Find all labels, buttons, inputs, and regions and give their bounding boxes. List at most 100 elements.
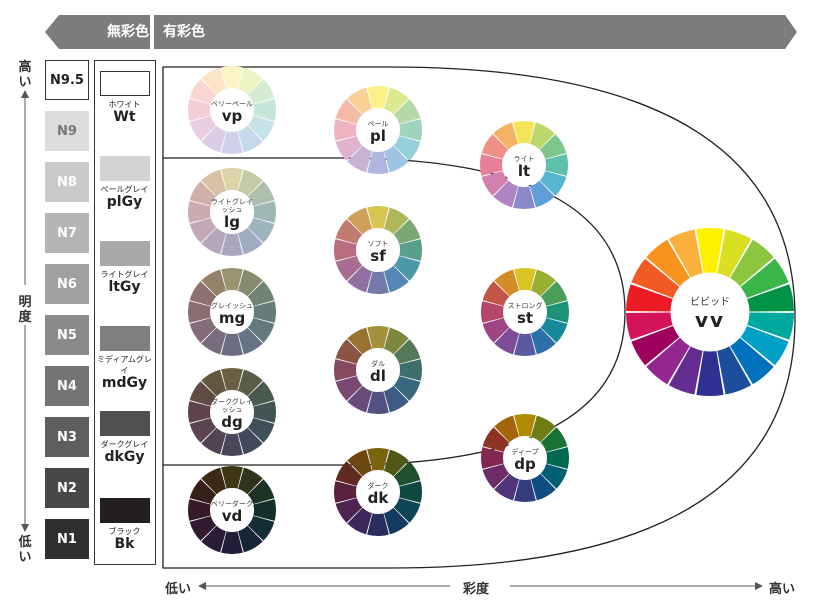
hue-segment: [480, 154, 503, 176]
hue-segment: [237, 125, 263, 153]
neutral-swatch-n7: N7: [45, 213, 89, 253]
hue-segment: [481, 170, 509, 196]
hue-segment: [546, 301, 569, 323]
hue-segment: [482, 463, 510, 489]
tone-wheel-dp: [481, 414, 569, 503]
hue-segment: [347, 145, 373, 173]
achromatic-tone-code: Bk: [114, 536, 135, 552]
hue-segment: [253, 301, 276, 323]
hue-segment: [201, 67, 227, 95]
hue-segment: [481, 134, 509, 160]
hue-segment: [383, 207, 409, 235]
banner-arrow-shape: [45, 15, 797, 49]
hue-segment: [513, 186, 535, 209]
hue-segment: [367, 391, 389, 414]
hue-segment: [740, 258, 789, 299]
achromatic-tones-panel: ホワイト Wt ペールグレイ plGy ライトグレイ ltGy ミディアムグレイ…: [94, 60, 156, 565]
hue-segment: [201, 427, 227, 455]
hue-segment: [347, 507, 373, 535]
hue-segment: [383, 265, 409, 293]
achromatic-tone-code: plGy: [106, 194, 143, 210]
hue-segment: [399, 119, 423, 141]
hue-segment: [367, 85, 389, 109]
hue-segment: [253, 401, 276, 423]
tone-wheel-vv: [626, 228, 794, 396]
hue-segment: [347, 449, 373, 477]
hue-segment: [367, 271, 389, 295]
hue-segment: [221, 433, 243, 456]
hue-segment: [201, 125, 227, 153]
hue-segment: [493, 122, 519, 150]
hue-segment: [189, 417, 217, 443]
hue-segment: [334, 119, 357, 141]
wheel-center: [357, 229, 399, 271]
hue-segment: [237, 427, 263, 455]
hue-segment: [189, 181, 217, 207]
hue-segment: [221, 233, 243, 256]
hue-segment: [539, 170, 567, 196]
neutral-code: N5: [57, 327, 77, 343]
neutral-swatch-n1: N1: [45, 519, 89, 559]
lightness-high-label: 高い: [18, 60, 32, 90]
hue-segment: [540, 281, 568, 307]
tone-wheel-vd: [188, 466, 277, 554]
hue-segment: [189, 317, 217, 343]
hue-segment: [253, 499, 277, 521]
saturation-axis-label: 彩度: [463, 582, 490, 597]
hue-segment: [247, 281, 275, 307]
hue-segment: [494, 327, 520, 355]
hue-segment: [237, 327, 263, 355]
tone-wheel-pl: [334, 85, 423, 174]
hue-segment: [393, 99, 421, 125]
hue-segment: [529, 180, 555, 208]
wheel-center: [211, 391, 253, 433]
hue-segment: [201, 327, 227, 355]
hue-segment: [189, 115, 217, 141]
hue-segment: [221, 368, 243, 391]
tone-wheel-st: [481, 268, 569, 356]
tone-wheel-lg: [188, 168, 277, 256]
hue-segment: [237, 227, 263, 255]
hue-segment: [247, 217, 275, 243]
wheel-center: [357, 109, 399, 151]
hue-segment: [393, 339, 421, 365]
hue-segment: [494, 269, 520, 297]
wheel-center: [211, 89, 253, 131]
wheel-center: [357, 349, 399, 391]
hue-segment: [514, 414, 536, 437]
lightness-axis-label: 明度: [18, 295, 32, 325]
achromatic-swatch: [99, 411, 150, 436]
hue-segment: [347, 265, 373, 293]
hue-segment: [335, 461, 363, 487]
hue-segment: [696, 228, 724, 274]
hue-segment: [347, 207, 373, 235]
hue-segment: [187, 301, 211, 323]
neutral-swatch-n8: N8: [45, 162, 89, 202]
wheel-center: [503, 144, 545, 186]
hue-segment: [187, 401, 211, 423]
neutral-swatch-n6: N6: [45, 264, 89, 304]
banner-achromatic-label: 無彩色: [107, 24, 149, 40]
hue-segment: [189, 79, 217, 105]
hue-segment: [530, 415, 556, 443]
hue-segment: [201, 169, 227, 197]
hue-segment: [696, 350, 724, 396]
achromatic-tone-plgy: ペールグレイ plGy: [95, 156, 154, 210]
achromatic-tone-code: Wt: [113, 109, 136, 125]
hue-segment: [221, 531, 243, 554]
hue-segment: [221, 168, 243, 191]
achromatic-tone-jp-label: ミディアムグレイ: [97, 355, 152, 375]
hue-segment: [514, 479, 536, 503]
hue-segment: [189, 281, 217, 307]
achromatic-tone-bk: ブラック Bk: [95, 498, 154, 552]
hue-segment: [482, 317, 510, 343]
hue-segment: [494, 415, 520, 443]
hue-segment: [253, 201, 277, 223]
hue-segment: [334, 359, 357, 381]
hue-segment: [201, 467, 227, 495]
wheel-center: [671, 273, 749, 351]
hue-segment: [334, 481, 357, 503]
hue-segment: [237, 269, 263, 297]
hue-segment: [740, 325, 789, 366]
